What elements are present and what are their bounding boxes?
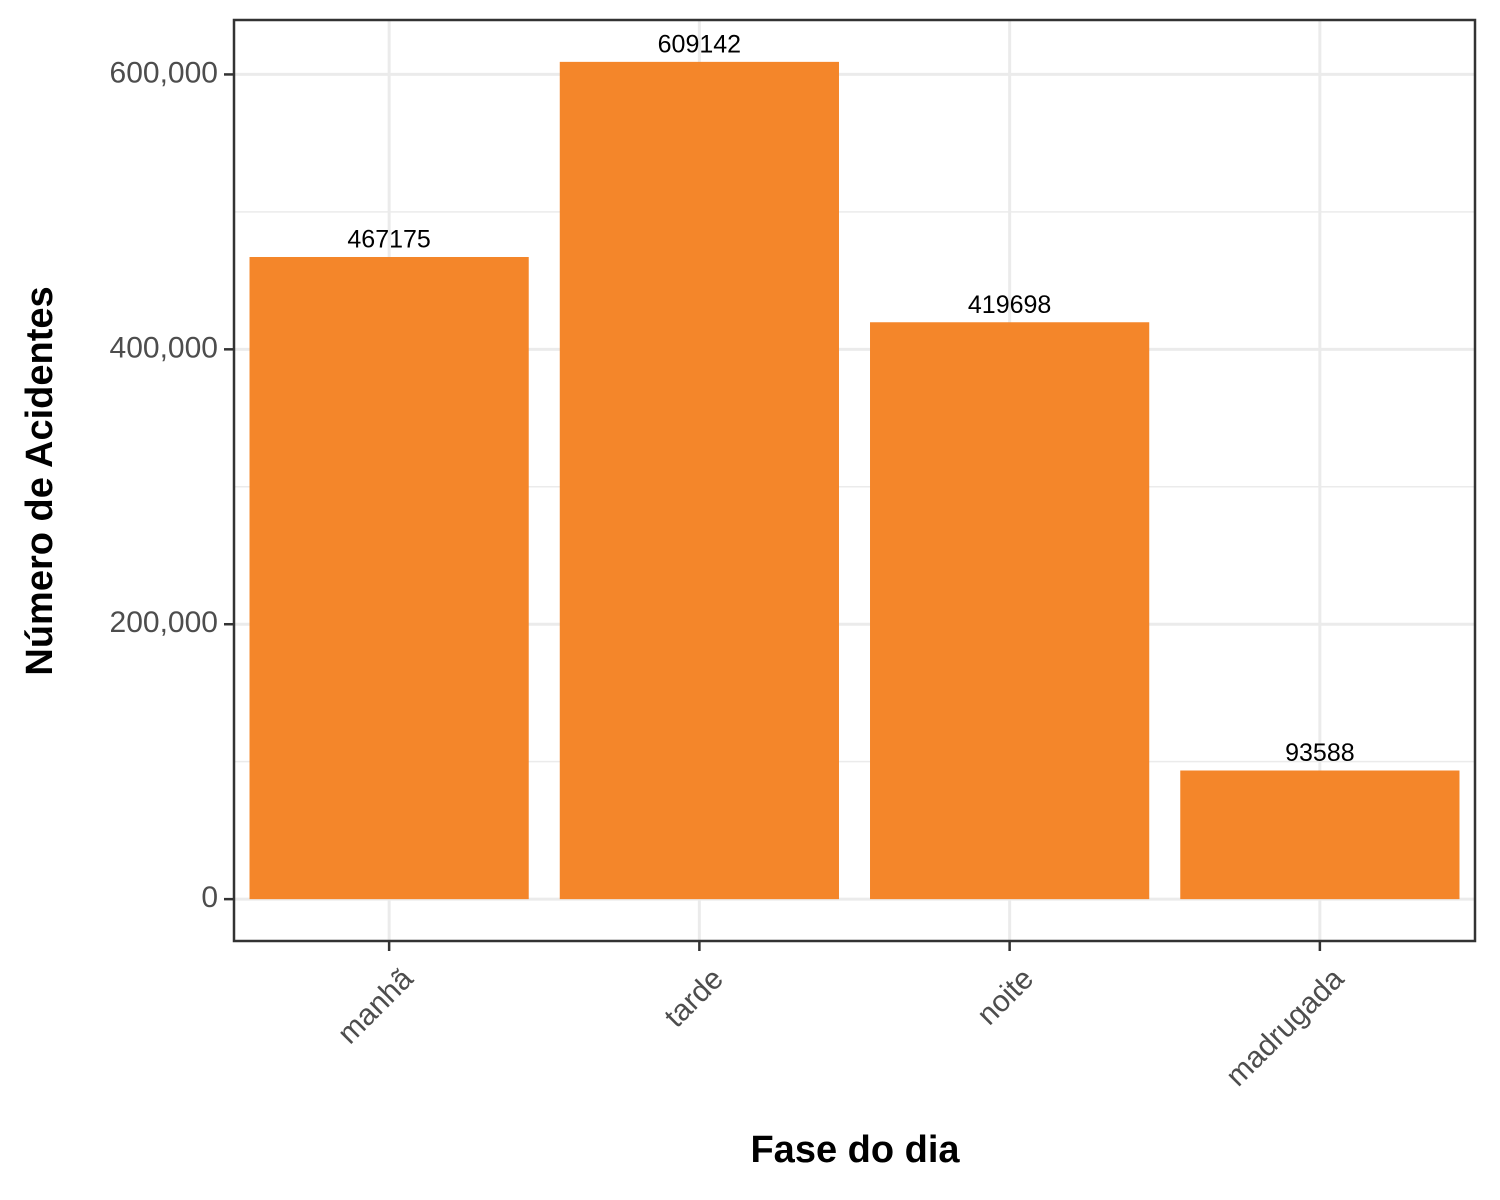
value-label: 419698 [968,291,1051,319]
y-tick-label: 200,000 [110,606,218,639]
y-axis-title: Número de Acidentes [19,286,61,675]
value-label: 467175 [347,226,430,254]
y-tick-label: 600,000 [110,56,218,89]
panel-border [232,18,1477,943]
value-label: 609142 [658,30,741,58]
bar [249,256,529,900]
y-tick-label: 400,000 [110,331,218,364]
bar [559,61,839,900]
x-axis-title: Fase do dia [750,1129,960,1171]
y-tick-label: 0 [201,881,218,914]
bar [1180,770,1460,900]
value-label: 93588 [1285,739,1355,767]
bar [870,322,1150,900]
